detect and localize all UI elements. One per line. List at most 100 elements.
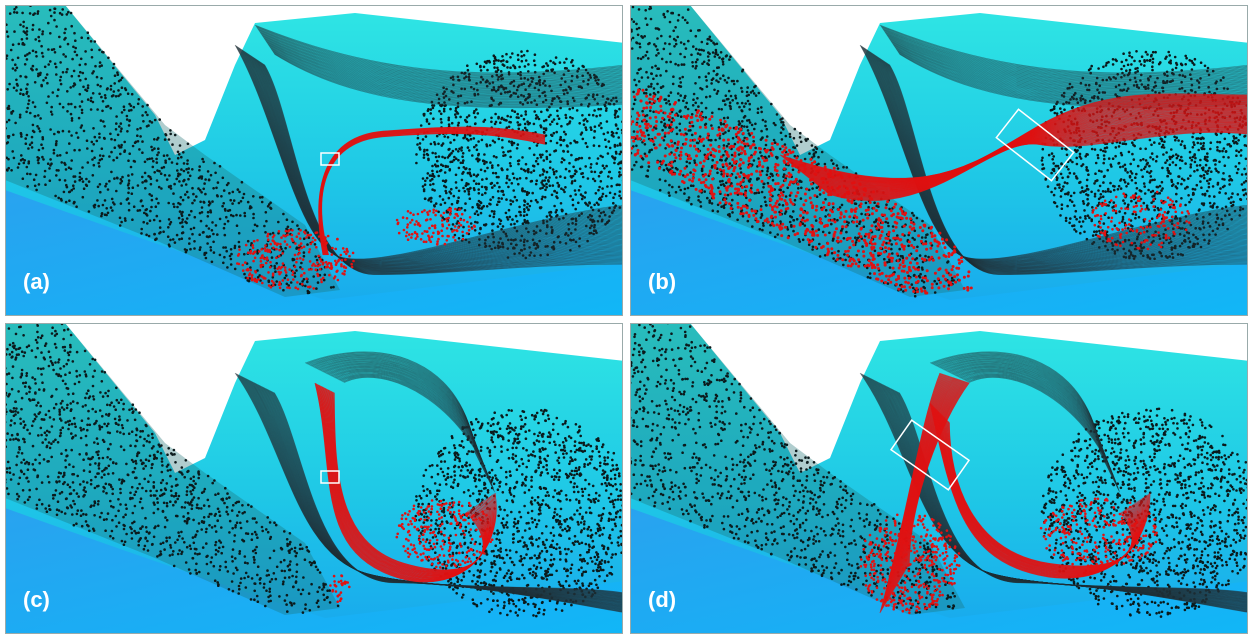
particle [277, 220, 280, 224]
particle [57, 196, 60, 200]
particle [734, 96, 738, 100]
particle [759, 151, 762, 154]
particle [509, 164, 512, 168]
particle [1208, 166, 1211, 170]
particle [482, 120, 486, 123]
particle [422, 114, 426, 117]
particle [1150, 53, 1153, 57]
particle [47, 48, 50, 51]
particle [305, 277, 308, 281]
particle [520, 55, 523, 58]
particle [261, 263, 265, 267]
particle [469, 222, 473, 225]
particle [415, 161, 418, 165]
particle [160, 166, 164, 170]
particle [319, 257, 322, 261]
particle [447, 148, 451, 151]
particle [63, 179, 67, 182]
particle [727, 129, 730, 133]
particle [79, 79, 82, 82]
particle [1165, 151, 1168, 154]
particle [592, 136, 596, 139]
particle [228, 191, 231, 195]
particle [492, 212, 496, 216]
particle [1214, 167, 1217, 171]
particle [457, 158, 460, 162]
particle [536, 200, 539, 204]
particle [447, 116, 451, 120]
particle [491, 229, 494, 232]
particle [1093, 195, 1097, 198]
particle [454, 173, 458, 177]
particle [599, 122, 603, 125]
particle [109, 132, 112, 136]
particle [887, 224, 890, 228]
particle [589, 126, 592, 129]
particle [286, 286, 289, 289]
particle [479, 201, 483, 205]
particle [120, 111, 124, 114]
particle [478, 204, 481, 207]
particle [594, 192, 598, 195]
particle [231, 202, 234, 205]
particle [590, 206, 593, 209]
particle [574, 193, 577, 196]
particle [223, 255, 226, 259]
particle [707, 51, 710, 54]
particle [312, 262, 315, 266]
particle [439, 117, 443, 121]
particle [286, 233, 289, 237]
particle [683, 18, 687, 22]
particle [749, 187, 753, 190]
particle [25, 90, 29, 94]
particle [532, 59, 536, 62]
particle [564, 167, 568, 171]
particle [765, 127, 769, 131]
particle [591, 113, 595, 117]
particle [426, 213, 430, 216]
particle [1081, 200, 1085, 203]
particle [313, 238, 317, 242]
particle [598, 185, 601, 189]
particle [99, 119, 103, 122]
particle [606, 152, 610, 155]
particle [721, 179, 724, 183]
particle [738, 105, 741, 109]
particle [173, 205, 176, 209]
particle [675, 126, 678, 129]
particle [15, 89, 18, 92]
particle [496, 181, 499, 185]
particle [457, 221, 461, 225]
particle [78, 148, 81, 152]
particle [571, 198, 575, 201]
particle [700, 40, 704, 44]
particle [525, 193, 529, 196]
particle [461, 172, 464, 175]
particle [282, 288, 285, 292]
particle [13, 7, 16, 11]
particle [514, 214, 518, 218]
particle [1082, 202, 1086, 205]
particle [516, 143, 520, 146]
particle [1236, 168, 1240, 171]
particle [73, 50, 77, 54]
particle [598, 114, 602, 117]
particle [1196, 168, 1199, 172]
particle [1134, 201, 1138, 205]
particle [811, 245, 815, 249]
particle [447, 208, 451, 211]
particle [627, 184, 630, 187]
particle [1202, 173, 1206, 177]
particle [488, 214, 492, 218]
particle [711, 77, 715, 80]
particle [820, 150, 824, 154]
particle [252, 259, 255, 263]
particle [600, 126, 603, 130]
particle [818, 255, 822, 258]
particle [155, 157, 158, 161]
particle [1066, 204, 1069, 208]
particle [57, 88, 60, 91]
particle [672, 75, 675, 78]
particle [593, 130, 597, 133]
particle [517, 162, 520, 166]
